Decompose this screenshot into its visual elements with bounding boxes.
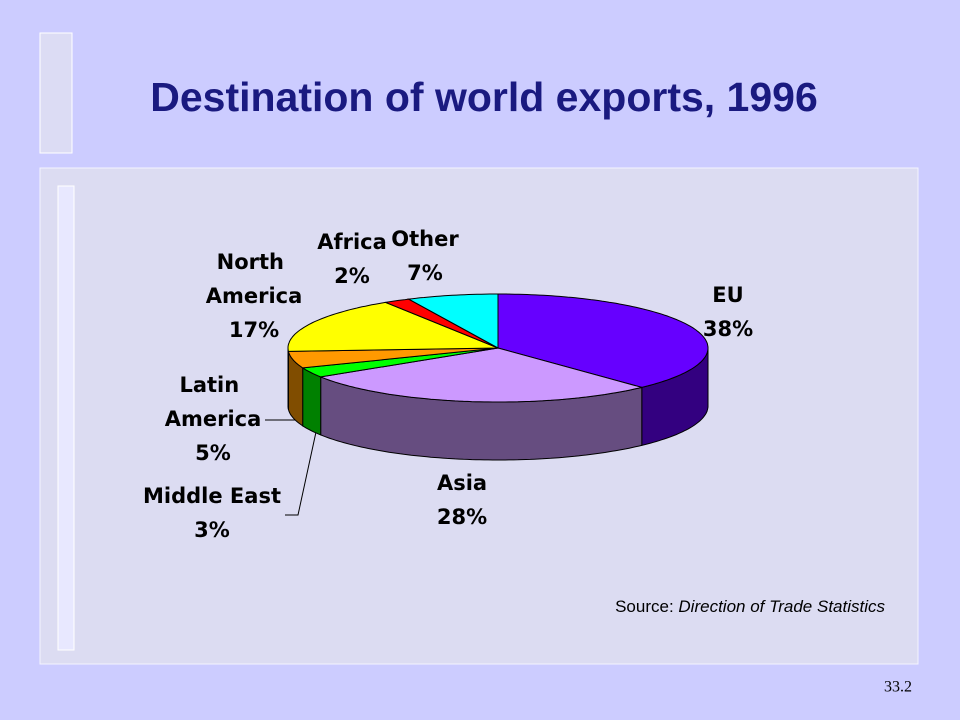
pie-slice [318, 347, 642, 403]
labels: EU 38% Asia 28% Middle East 3% Latin America 5%… [143, 227, 753, 542]
decor-bar [39, 32, 73, 154]
category-label: Africa [317, 230, 387, 254]
page-number: 33.2 [884, 679, 912, 696]
category-label: Asia [437, 471, 487, 495]
category-label: Middle East [143, 484, 281, 508]
pie-slice [383, 298, 499, 349]
value-label: 17% [229, 318, 279, 342]
pie-slice [497, 293, 709, 388]
decor-bar [57, 185, 75, 651]
value-label: 3% [194, 518, 230, 542]
pie-slice [406, 293, 499, 349]
title: Destination of world exports, 1996 [150, 74, 818, 120]
value-label: 2% [334, 264, 370, 288]
pie [287, 293, 709, 461]
leader-line [285, 431, 317, 516]
pie-slice [287, 347, 499, 369]
category-label: Other [391, 227, 459, 251]
pie-slice [287, 301, 499, 352]
value-label: 38% [703, 317, 753, 341]
pie-side [302, 367, 322, 436]
pie-slice [301, 347, 499, 378]
source-prefix: Source: [615, 597, 674, 616]
category-label: EU [712, 283, 743, 307]
value-label: 28% [437, 505, 487, 529]
category-label: North America [206, 250, 303, 308]
category-label: Latin America [165, 373, 262, 431]
value-label: 5% [195, 441, 231, 465]
source-title: Direction of Trade Statistics [678, 597, 885, 616]
value-label: 7% [407, 261, 443, 285]
source: Source: Direction of Trade Statistics [615, 597, 885, 616]
